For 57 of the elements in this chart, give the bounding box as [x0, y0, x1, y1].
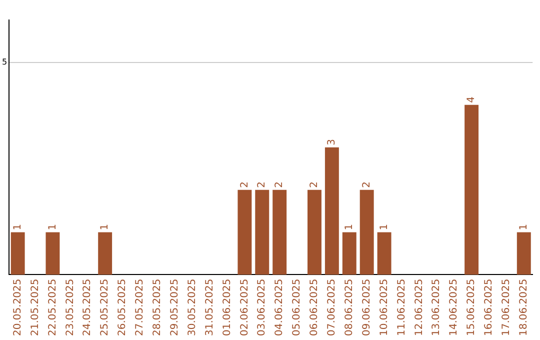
bar	[10, 232, 25, 275]
bar	[255, 190, 270, 275]
x-tick-label: 07.06.2025	[326, 278, 338, 336]
x-tick-label: 02.06.2025	[239, 278, 250, 336]
data-label: 1	[47, 224, 58, 230]
bar	[238, 190, 252, 275]
bar	[324, 147, 339, 275]
data-label: 2	[239, 181, 250, 188]
bar	[377, 232, 392, 275]
x-tick-label: 14.06.2025	[448, 278, 460, 336]
x-tick-label: 16.06.2025	[484, 278, 495, 336]
bar	[516, 232, 531, 275]
x-tick-label: 26.05.2025	[117, 278, 128, 336]
x-tick-label: 23.05.2025	[64, 278, 76, 336]
x-tick-label: 29.05.2025	[169, 278, 180, 336]
bar	[342, 232, 356, 275]
x-tick-label: 13.06.2025	[431, 278, 442, 336]
x-tick-label: 20.05.2025	[12, 278, 24, 336]
data-label: 1	[378, 224, 390, 230]
y-tick-label: 5	[2, 58, 8, 67]
x-tick-label: 11.06.2025	[396, 278, 408, 336]
x-tick-label: 28.05.2025	[152, 278, 164, 336]
x-tick-label: 31.05.2025	[204, 278, 216, 336]
bar	[308, 190, 322, 275]
data-label: 2	[256, 181, 268, 188]
bar	[360, 190, 374, 275]
data-label: 1	[518, 224, 530, 230]
bar	[272, 190, 287, 275]
x-tick-label: 21.05.2025	[30, 278, 41, 336]
bar	[464, 104, 479, 275]
data-label: 2	[274, 181, 286, 188]
x-tick-label: 08.06.2025	[344, 278, 355, 336]
x-tick-label: 22.05.2025	[47, 278, 58, 336]
data-label: 1	[100, 224, 111, 230]
x-tick-label: 18.06.2025	[518, 278, 530, 336]
x-tick-label: 27.05.2025	[134, 278, 146, 336]
data-label: 2	[309, 181, 320, 188]
x-tick-label: 01.06.2025	[222, 278, 233, 336]
x-tick-label: 25.05.2025	[100, 278, 111, 336]
x-tick-label: 06.06.2025	[309, 278, 320, 336]
x-tick-label: 12.06.2025	[414, 278, 425, 336]
bar	[46, 232, 60, 275]
data-label: 1	[344, 224, 355, 230]
data-label: 3	[326, 138, 338, 146]
x-tick-label: 10.06.2025	[378, 278, 390, 336]
data-label: 1	[12, 224, 24, 230]
x-tick-label: 15.06.2025	[466, 278, 478, 336]
x-tick-label: 24.05.2025	[82, 278, 94, 336]
bar	[98, 232, 112, 275]
x-tick-label: 30.05.2025	[186, 278, 198, 336]
data-label: 2	[361, 181, 372, 188]
data-label: 4	[466, 96, 478, 103]
x-tick-label: 17.06.2025	[501, 278, 512, 336]
x-tick-label: 03.06.2025	[256, 278, 268, 336]
x-tick-label: 05.06.2025	[292, 278, 303, 336]
x-tick-label: 04.06.2025	[274, 278, 286, 336]
x-tick-label: 09.06.2025	[361, 278, 372, 336]
